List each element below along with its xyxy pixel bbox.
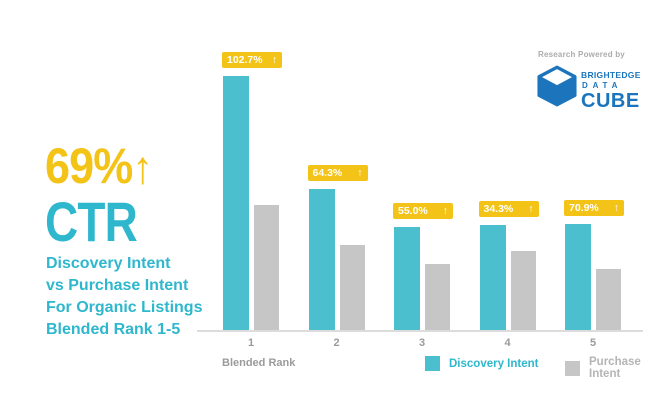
description-line: Blended Rank 1-5 — [46, 321, 181, 338]
brand-block: Research Powered by BRIGHTEDGE DATA CUBE — [537, 50, 649, 112]
bar-purchase-rank-2 — [339, 245, 365, 330]
bar-purchase-rank-3 — [425, 264, 450, 330]
stat-value: 69% — [45, 138, 133, 194]
up-arrow-icon: ↑ — [442, 205, 448, 217]
logo-brightedge-label: BRIGHTEDGE — [581, 70, 641, 80]
uplift-value: 102.7% — [227, 54, 263, 66]
uplift-badge-rank-1: 102.7% ↑ — [222, 52, 282, 68]
up-arrow-icon: ↑ — [613, 202, 619, 214]
headline-stat: 69%↑ — [45, 141, 153, 191]
logo-cube-label: CUBE — [581, 89, 640, 112]
x-axis-title: Blended Rank — [222, 357, 296, 369]
legend-item-purchase: Purchase Intent — [565, 356, 665, 380]
description-line: Discovery Intent — [46, 255, 171, 272]
legend-label-purchase: Purchase Intent — [589, 356, 641, 380]
legend-item-discovery: Discovery Intent — [425, 356, 538, 371]
uplift-badge-rank-5: 70.9% ↑ — [564, 200, 624, 216]
brightedge-logo: BRIGHTEDGE DATA CUBE — [537, 65, 649, 112]
bar-discovery-rank-3 — [394, 227, 420, 330]
up-arrow-icon: ↑ — [271, 54, 277, 66]
bar-discovery-rank-1 — [223, 76, 249, 330]
logo-text: BRIGHTEDGE DATA CUBE — [581, 65, 641, 111]
description-line: For Organic Listings — [46, 299, 203, 316]
up-arrow-icon: ↑ — [357, 167, 363, 179]
logo-data-label: DATA — [582, 80, 623, 90]
uplift-value: 64.3% — [312, 167, 343, 179]
bar-discovery-rank-2 — [308, 189, 335, 330]
bar-discovery-rank-5 — [565, 224, 591, 330]
x-tick-3: 3 — [418, 337, 426, 349]
x-tick-2: 2 — [333, 337, 340, 349]
bar-chart-plot: 102.7% ↑ 1 64.3% ↑ 2 55.0% ↑ 3 34.3% ↑ 4 70.9% ↑ 5 — [197, 40, 643, 349]
x-tick-4: 4 — [504, 337, 511, 349]
uplift-badge-rank-3: 55.0% ↑ — [393, 203, 453, 219]
bar-purchase-rank-1 — [254, 205, 279, 330]
headline-description: Discovery Intent vs Purchase Intent For … — [46, 253, 202, 341]
uplift-badge-rank-4: 34.3% ↑ — [478, 201, 539, 217]
uplift-value: 34.3% — [483, 203, 514, 215]
legend-swatch-discovery — [425, 356, 440, 371]
description-line: vs Purchase Intent — [46, 277, 189, 294]
cube-icon — [537, 65, 577, 112]
bar-purchase-rank-5 — [596, 269, 621, 330]
uplift-badge-rank-2: 64.3% ↑ — [307, 165, 368, 181]
legend-swatch-purchase — [565, 360, 580, 376]
powered-by-label: Research Powered by — [538, 50, 625, 59]
uplift-value: 55.0% — [398, 205, 428, 217]
uplift-value: 70.9% — [569, 202, 599, 214]
legend-label-discovery: Discovery Intent — [449, 357, 539, 370]
x-axis-line — [197, 330, 643, 332]
x-tick-1: 1 — [247, 337, 255, 349]
x-tick-5: 5 — [589, 337, 597, 349]
up-arrow-icon: ↑ — [528, 203, 534, 215]
bar-discovery-rank-4 — [479, 225, 506, 330]
headline-metric: CTR — [45, 190, 138, 253]
up-arrow-icon: ↑ — [132, 141, 154, 193]
bar-purchase-rank-4 — [510, 251, 536, 330]
